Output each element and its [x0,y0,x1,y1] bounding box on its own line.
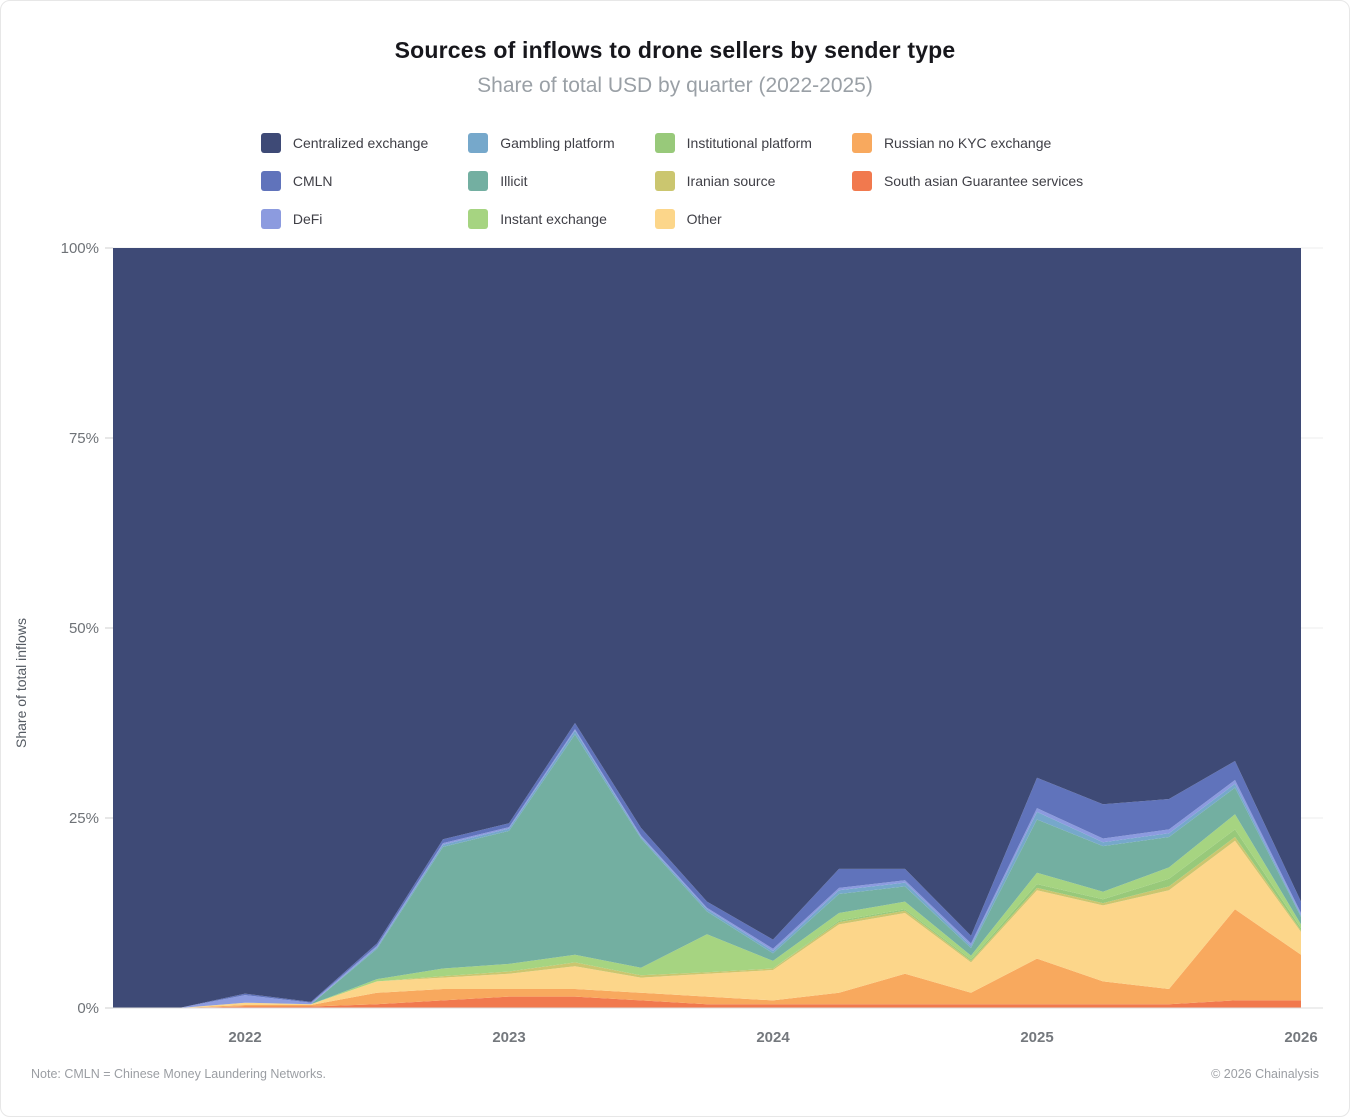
legend-swatch-centralized-exchange [260,133,281,153]
y-tick-label: 50% [69,620,99,637]
legend-swatch-russian-no-kyc-exchange [851,133,872,153]
y-tick-label: 25% [69,810,99,827]
legend-swatch-cmln [260,171,281,191]
area-iranian-source [113,837,1301,1008]
chart-area: Share of total inflows 0% 25% 50% 75% 100% 20… [1,242,1349,1065]
x-tick-label-2022: 2022 [228,1029,261,1046]
legend-item-illicit[interactable]: Illicit [468,171,620,191]
legend-label: Other [686,211,722,227]
legend-item-instant-exchange[interactable]: Instant exchange [468,209,620,229]
area-other [113,840,1301,1008]
legend-item-centralized-exchange[interactable]: Centralized exchange [260,133,434,153]
legend-label: Gambling platform [500,135,615,151]
y-tick-label: 100% [61,242,99,257]
y-tick-label: 75% [69,430,99,447]
legend-swatch-defi [260,209,281,229]
x-tick-label-2026: 2026 [1284,1029,1317,1046]
footnote: Note: CMLN = Chinese Money Laundering Ne… [31,1067,326,1081]
legend-item-gambling-platform[interactable]: Gambling platform [468,133,620,153]
legend-label: DeFi [292,211,323,227]
y-tick-label: 0% [77,1000,99,1017]
legend-item-cmln[interactable]: CMLN [260,171,434,191]
legend-label: Centralized exchange [292,135,429,151]
legend-label: Illicit [500,173,528,189]
legend-item-south-asian-guarantee-services[interactable]: South asian Guarantee services [851,171,1089,191]
x-tick-label-2025: 2025 [1020,1029,1053,1046]
legend-label: South asian Guarantee services [883,173,1084,189]
area-illicit [113,734,1301,1008]
legend-label: Iranian source [686,173,776,189]
area-russian-no-kyc-exchange [113,909,1301,1008]
legend-swatch-instant-exchange [468,209,489,229]
legend-label: Institutional platform [686,135,812,151]
legend-item-defi[interactable]: DeFi [260,209,434,229]
legend-item-russian-no-kyc-exchange[interactable]: Russian no KYC exchange [851,133,1089,153]
chart-footer: Note: CMLN = Chinese Money Laundering Ne… [1,1065,1349,1081]
legend-label: Instant exchange [500,211,607,227]
legend-label: Russian no KYC exchange [883,135,1052,151]
x-tick-label-2024: 2024 [756,1029,790,1046]
area-instant-exchange [113,814,1301,1008]
legend-swatch-illicit [468,171,489,191]
legend-swatch-south-asian-guarantee-services [851,171,872,191]
chart-title: Sources of inflows to drone sellers by s… [394,37,956,63]
legend-item-institutional-platform[interactable]: Institutional platform [654,133,818,153]
area-south-asian-guarantee-services [113,996,1301,1008]
legend-swatch-other [654,209,675,229]
x-tick-label-2023: 2023 [492,1029,525,1046]
legend-swatch-institutional-platform [654,133,675,153]
area-centralized-exchange [113,248,1301,1008]
chart-legend: Centralized exchange CMLN DeFi Gambling pla… [260,124,1089,238]
copyright: © 2026 Chainalysis [1211,1067,1319,1081]
y-axis-title: Share of total inflows [13,618,29,749]
legend-swatch-iranian-source [654,171,675,191]
chart-subtitle: Share of total USD by quarter (2022-2025… [477,74,873,97]
legend-label: CMLN [292,173,333,189]
stacked-area-chart: 0% 25% 50% 75% 100% 2022 2023 2024 2025 2026 [61,242,1323,1046]
legend-swatch-gambling-platform [468,133,489,153]
legend-item-other[interactable]: Other [654,209,818,229]
legend-item-iranian-source[interactable]: Iranian source [654,171,818,191]
